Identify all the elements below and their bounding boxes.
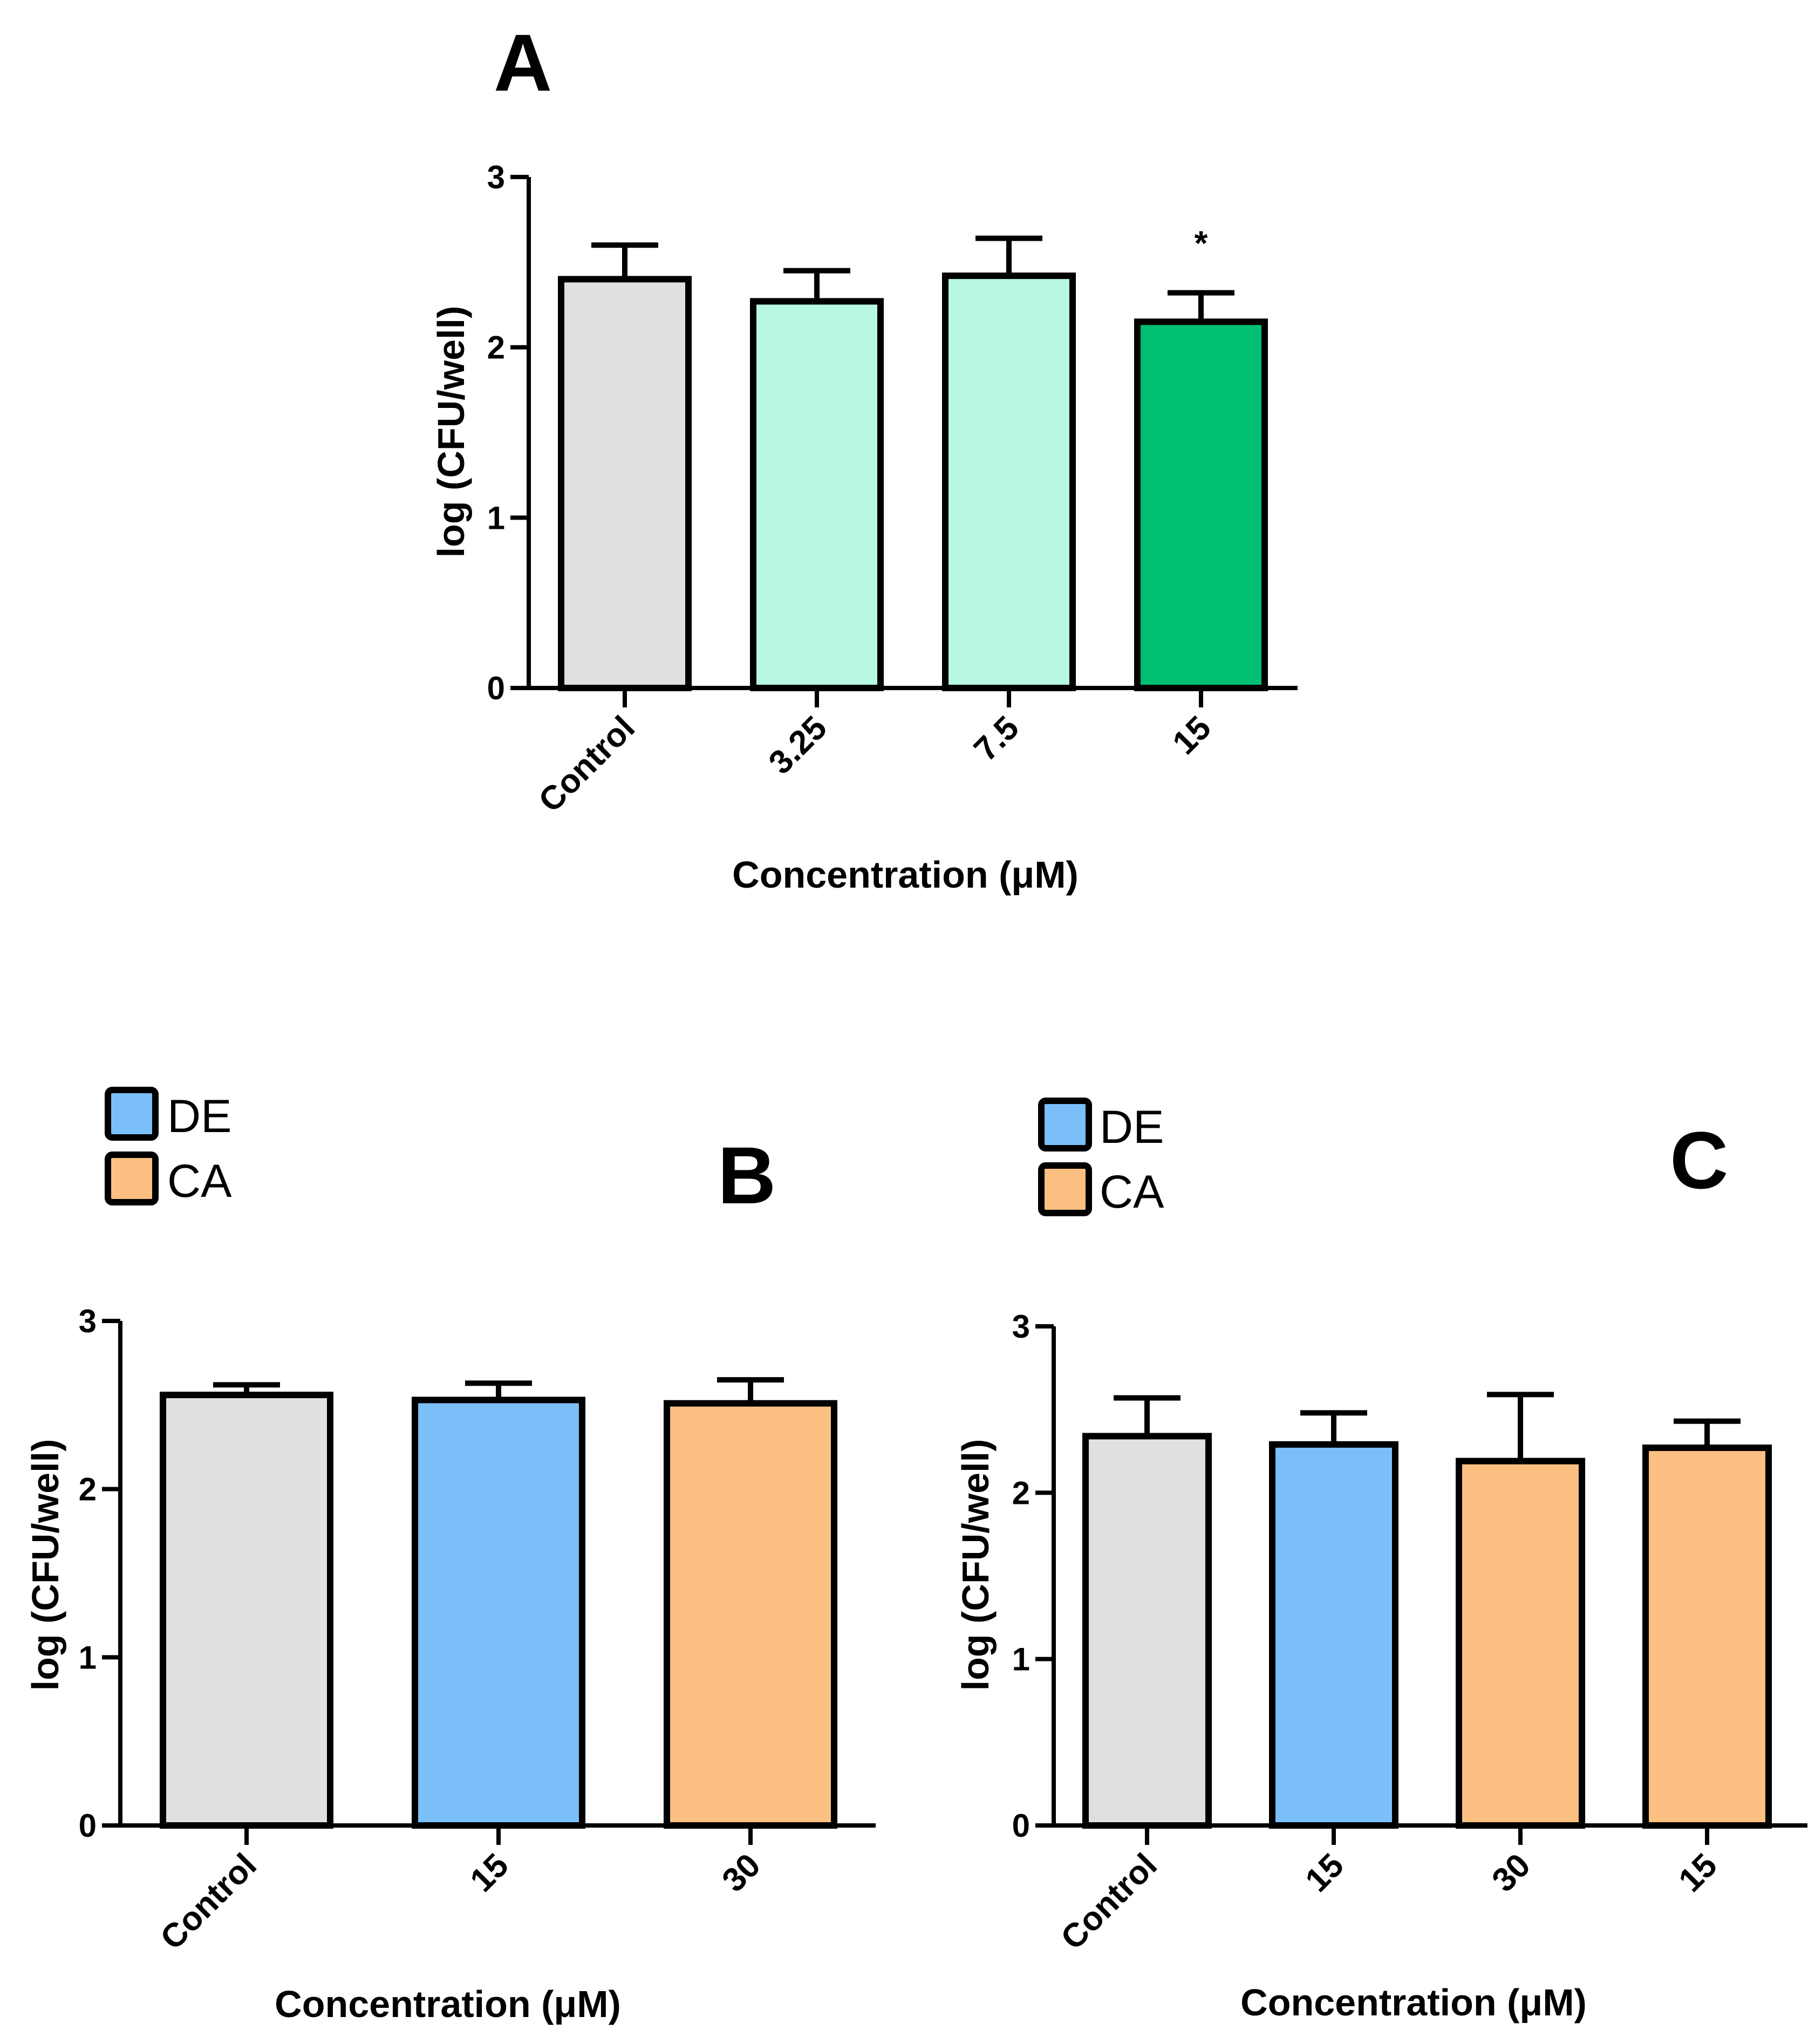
- legend-b: DE CA: [105, 1087, 232, 1207]
- bar-c-1: [1269, 1441, 1398, 1829]
- y-axis-title-b: log (CFU/well): [24, 1439, 66, 1691]
- bar-c-0: [1082, 1433, 1212, 1829]
- x-tick-label-b-1: 15: [463, 1847, 516, 1899]
- legend-c: DE CA: [1038, 1098, 1164, 1218]
- legend-label-de-c: DE: [1100, 1101, 1164, 1153]
- y-tick-label-b-1: 1: [79, 1639, 97, 1675]
- legend-swatch-de-c: [1038, 1098, 1092, 1152]
- panel-a: A Control 3.25 7.5 * 15 0 1 2 3 Concentration (μ…: [430, 17, 1298, 896]
- x-tick-label-a-3: 15: [1165, 709, 1218, 762]
- significance-mark-a-3: *: [1195, 224, 1208, 263]
- y-tick-label-a-3: 3: [487, 159, 505, 195]
- y-tick-label-c-2: 2: [1012, 1475, 1030, 1511]
- x-tick-label-c-1: 15: [1298, 1847, 1351, 1899]
- plot-area-b: Control 15 30 0 1 2 3: [79, 1303, 876, 1957]
- panel-c: C DE CA Control 15 30 15 0 1 2 3 Concentration …: [954, 1098, 1807, 2023]
- y-tick-label-c-3: 3: [1012, 1309, 1030, 1345]
- x-tick-label-c-0: Control: [1054, 1847, 1164, 1957]
- bar-a-2: [942, 272, 1076, 691]
- x-tick-label-c-2: 30: [1485, 1847, 1538, 1899]
- x-tick-label-a-1: 3.25: [762, 709, 834, 781]
- bar-b-1: [412, 1396, 585, 1829]
- legend-label-ca-b: CA: [167, 1155, 232, 1207]
- bar-c-2: [1456, 1457, 1585, 1829]
- bar-a-0: [558, 276, 692, 691]
- y-tick-label-b-2: 2: [79, 1471, 97, 1508]
- x-axis-title-b: Concentration (μM): [275, 1983, 621, 2025]
- y-tick-label-c-0: 0: [1012, 1808, 1030, 1844]
- y-tick-label-b-0: 0: [79, 1808, 97, 1844]
- x-axis-title-a: Concentration (μM): [732, 854, 1079, 896]
- plot-area-c: Control 15 30 15 0 1 2 3: [1012, 1309, 1807, 1957]
- legend-swatch-ca-c: [1038, 1162, 1092, 1216]
- panel-label-c: C: [1670, 1115, 1728, 1205]
- legend-swatch-ca-b: [105, 1152, 159, 1205]
- y-tick-label-c-1: 1: [1012, 1641, 1030, 1678]
- x-tick-label-b-2: 30: [715, 1847, 768, 1899]
- bar-c-3: [1642, 1445, 1772, 1829]
- x-tick-label-a-2: 7.5: [967, 709, 1026, 768]
- x-tick-label-a-0: Control: [531, 709, 642, 820]
- y-tick-label-a-0: 0: [487, 670, 505, 706]
- bar-b-2: [664, 1400, 837, 1829]
- panel-label-a: A: [494, 17, 552, 108]
- bar-b-0: [160, 1392, 333, 1829]
- y-tick-label-b-3: 3: [79, 1303, 97, 1339]
- y-tick-label-a-1: 1: [487, 500, 505, 536]
- y-axis-title-a: log (CFU/well): [430, 306, 472, 558]
- x-tick-label-b-0: Control: [153, 1847, 264, 1957]
- x-tick-label-c-3: 15: [1671, 1847, 1724, 1899]
- legend-label-de-b: DE: [167, 1091, 231, 1142]
- bar-a-1: [750, 298, 884, 691]
- legend-swatch-de-b: [105, 1087, 159, 1141]
- plot-area-a: Control 3.25 7.5 * 15 0 1 2 3: [487, 159, 1298, 820]
- panel-label-b: B: [718, 1130, 776, 1221]
- y-axis-title-c: log (CFU/well): [954, 1439, 997, 1691]
- legend-label-ca-c: CA: [1100, 1166, 1164, 1218]
- bar-a-3: [1134, 318, 1268, 691]
- y-tick-label-a-2: 2: [487, 330, 505, 366]
- x-axis-title-c: Concentration (μM): [1240, 1981, 1587, 2023]
- panel-b: B DE CA Control 15 30 0 1 2 3 Concentration (μ…: [24, 1087, 876, 2025]
